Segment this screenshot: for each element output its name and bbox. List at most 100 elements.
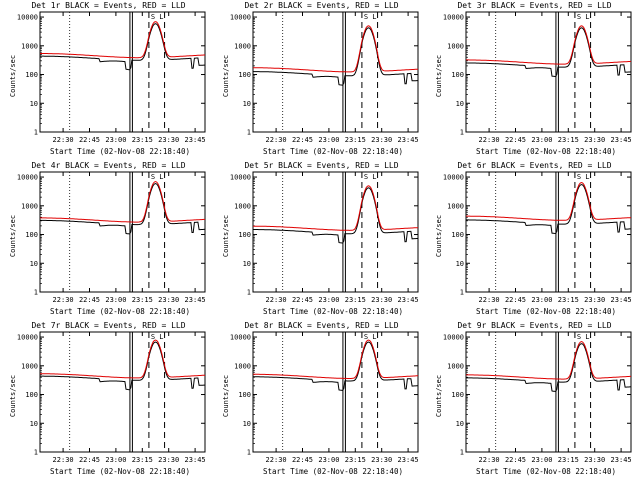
x-tick-label: 22:30 [53,136,74,144]
y-tick-label: 10 [243,260,251,268]
events-series-line [40,183,206,235]
y-tick-label: 1000 [447,42,464,50]
x-tick-label: 23:00 [105,296,126,304]
x-tick-label: 22:30 [266,136,287,144]
x-tick-label: 22:45 [79,456,100,464]
plot-svg: 10000 1000 100 10 1 22:30 22:45 23:00 23:15 23:30… [443,11,632,144]
y-tick-label: 1000 [21,202,38,210]
y-tick-label: 1000 [447,202,464,210]
events-series-line [466,184,631,235]
events-series-line [40,341,205,391]
y-tick-label: 100 [238,391,251,399]
detector-panel: 10000 1000 100 10 1 22:30 22:45 23:00 23:15 23:30… [426,320,639,480]
y-tick-label: 100 [451,231,464,239]
x-tick-label: 22:45 [292,296,313,304]
y-tick-label: 10 [456,420,464,428]
lld-series-line [466,341,631,380]
y-tick-label: 10 [30,100,38,108]
y-tick-label: 1 [460,449,464,457]
y-tick-label: 1000 [21,42,38,50]
peak-annotation: S L [151,333,164,341]
detector-panel: 10000 1000 100 10 1 22:30 22:45 23:00 23:15 23:30… [426,0,639,160]
x-axis-label: Start Time (02-Nov-08 22:18:40) [50,307,190,316]
x-tick-label: 23:15 [345,456,366,464]
x-tick-label: 23:00 [318,136,339,144]
x-axis-label: Start Time (02-Nov-08 22:18:40) [476,147,616,156]
plot-frame [39,331,206,453]
x-tick-label: 22:30 [266,296,287,304]
x-tick-label: 22:30 [479,456,500,464]
panel-title: Det 8r BLACK = Events, RED = LLD [244,321,399,330]
x-tick-label: 22:45 [292,136,313,144]
y-axis-label: Counts/sec [9,374,17,418]
x-tick-label: 23:45 [398,456,419,464]
y-tick-label: 10000 [17,14,38,22]
y-tick-label: 10 [456,100,464,108]
x-tick-label: 22:45 [292,456,313,464]
y-tick-label: 10000 [17,334,38,342]
y-tick-label: 1 [460,289,464,297]
events-series-line [253,187,418,244]
peak-annotation: S L [577,333,590,341]
x-tick-label: 23:30 [158,456,179,464]
y-tick-label: 1 [247,129,251,137]
detector-panel: 10000 1000 100 10 1 22:30 22:45 23:00 23:15 23:30… [213,0,426,160]
plot-frame [465,171,632,293]
x-tick-label: 23:00 [318,456,339,464]
events-series-line [253,27,418,86]
y-tick-label: 1 [247,289,251,297]
x-tick-label: 22:30 [53,456,74,464]
x-tick-label: 23:30 [371,296,392,304]
y-tick-label: 10 [30,420,38,428]
y-tick-label: 100 [238,231,251,239]
plot-frame [252,171,419,293]
plot-frame [39,11,206,133]
x-tick-label: 22:30 [266,456,287,464]
x-tick-label: 22:45 [79,296,100,304]
y-tick-label: 100 [25,71,38,79]
y-tick-label: 10000 [230,334,251,342]
lld-series-line [253,185,418,231]
x-tick-label: 23:45 [611,456,632,464]
y-tick-label: 1000 [234,42,251,50]
x-tick-label: 22:30 [479,296,500,304]
peak-annotation: S L [364,173,377,181]
x-tick-label: 23:15 [558,136,579,144]
lld-series-line [253,339,418,379]
panel-title: Det 9r BLACK = Events, RED = LLD [457,321,612,330]
detector-panel: 10000 1000 100 10 1 22:30 22:45 23:00 23:15 23:30… [213,160,426,320]
y-tick-label: 10000 [230,14,251,22]
x-axis-label: Start Time (02-Nov-08 22:18:40) [476,307,616,316]
y-tick-label: 10000 [443,174,464,182]
peak-annotation: S L [364,13,377,21]
panel-title: Det 1r BLACK = Events, RED = LLD [31,1,186,10]
x-tick-label: 23:30 [158,296,179,304]
x-axis-label: Start Time (02-Nov-08 22:18:40) [50,147,190,156]
panel-title: Det 6r BLACK = Events, RED = LLD [457,161,612,170]
lld-series-line [40,21,205,59]
peak-annotation: S L [577,13,590,21]
detector-panel: 10000 1000 100 10 1 22:30 22:45 23:00 23:15 23:30… [0,0,213,160]
events-series-line [465,27,632,78]
lld-series-line [466,25,632,65]
y-tick-label: 1000 [447,362,464,370]
panel-title: Det 3r BLACK = Events, RED = LLD [457,1,612,10]
x-tick-label: 23:15 [345,296,366,304]
x-tick-label: 22:45 [505,296,526,304]
y-tick-label: 10 [456,260,464,268]
x-tick-label: 23:30 [584,296,605,304]
y-tick-label: 1 [247,449,251,457]
x-tick-label: 23:30 [371,456,392,464]
detector-panel: 10000 1000 100 10 1 22:30 22:45 23:00 23:15 23:30… [426,160,639,320]
x-axis-label: Start Time (02-Nov-08 22:18:40) [476,467,616,476]
peak-annotation: S L [364,333,377,341]
y-axis-label: Counts/sec [435,54,443,98]
y-tick-label: 1 [34,289,38,297]
panel-title: Det 7r BLACK = Events, RED = LLD [31,321,186,330]
x-tick-label: 23:15 [132,136,153,144]
y-tick-label: 10000 [443,334,464,342]
panel-title: Det 2r BLACK = Events, RED = LLD [244,1,399,10]
x-tick-label: 22:45 [79,136,100,144]
plot-svg: 10000 1000 100 10 1 22:30 22:45 23:00 23:15 23:30… [443,171,632,304]
